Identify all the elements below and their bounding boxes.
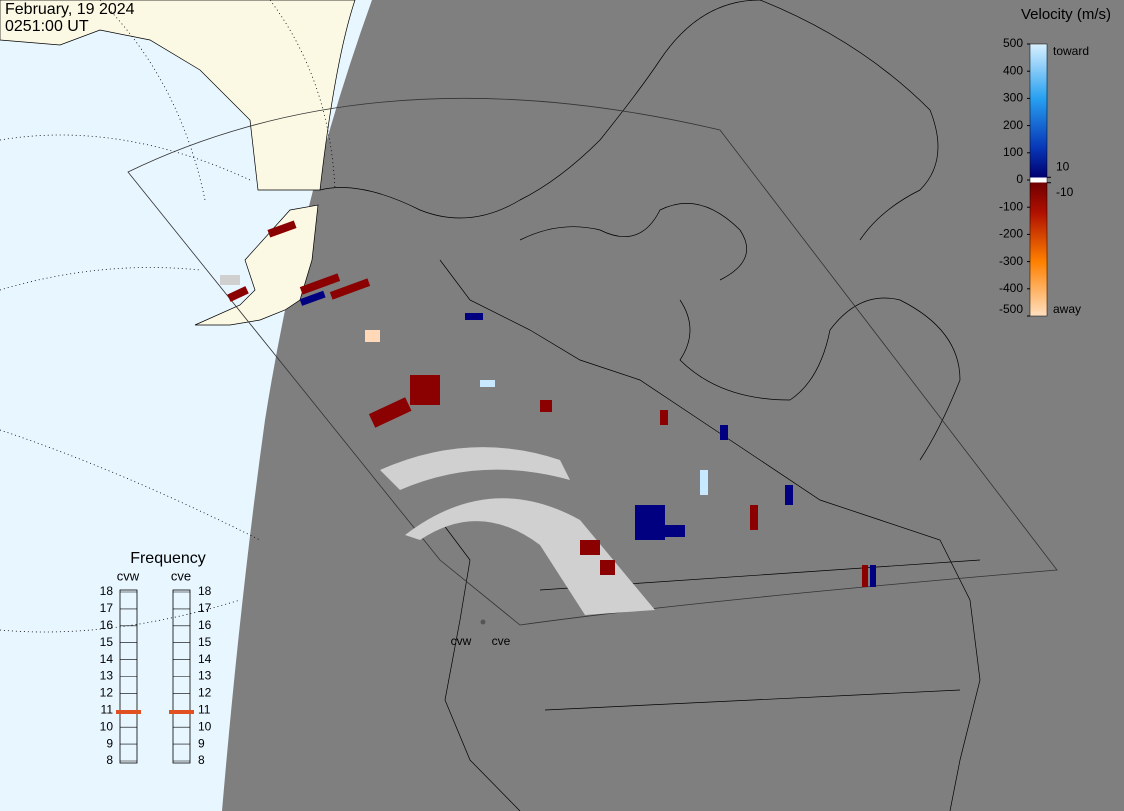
- colorbar-tick-label: -200: [999, 227, 1023, 241]
- frequency-tick-label: 13: [100, 669, 114, 683]
- colorbar-tick-label: 200: [1003, 118, 1023, 132]
- velocity-cells: [220, 220, 876, 615]
- day-side: [0, 0, 372, 811]
- colorbar-inner-label: 10: [1056, 159, 1070, 173]
- colorbar-tick-label: -400: [999, 281, 1023, 295]
- frequency-tick-label: 16: [100, 618, 114, 632]
- colorbar-tick-label: 300: [1003, 91, 1023, 105]
- frequency-tick-label: 12: [100, 686, 114, 700]
- frequency-tick-label: 18: [198, 584, 212, 598]
- colorbar-tick-label: 0: [1016, 172, 1023, 186]
- frequency-tick-label: 13: [198, 669, 212, 683]
- frequency-tick-label: 10: [100, 719, 114, 733]
- colorbar-inner-label: -10: [1056, 185, 1074, 199]
- frequency-tick-label: 12: [198, 686, 212, 700]
- colorbar-tick-label: -100: [999, 199, 1023, 213]
- colorbar-tick-label: -500: [999, 302, 1023, 316]
- frequency-tick-label: 14: [198, 652, 212, 666]
- frequency-tick-label: 16: [198, 618, 212, 632]
- frequency-tick-label: 14: [100, 652, 114, 666]
- frequency-tick-label: 10: [198, 719, 212, 733]
- date-label: February, 19 2024: [5, 1, 135, 18]
- frequency-tick-label: 9: [106, 736, 113, 750]
- colorbar: [1029, 43, 1048, 317]
- radar-label: cvw: [451, 634, 472, 648]
- frequency-tick-label: 15: [198, 635, 212, 649]
- frequency-tick-label: 15: [100, 635, 114, 649]
- frequency-tick-label: 18: [100, 584, 114, 598]
- frequency-tick-label: 11: [198, 702, 211, 716]
- frequency-radar-name: cve: [171, 568, 191, 583]
- frequency-tick-label: 8: [198, 753, 205, 767]
- frequency-radar-name: cvw: [117, 568, 140, 583]
- frequency-tick-label: 17: [100, 601, 114, 615]
- frequency-tick-label: 8: [106, 753, 113, 767]
- grid-lines: [0, 0, 336, 633]
- radar-label: cve: [492, 634, 511, 648]
- frequency-title: Frequency: [130, 550, 206, 567]
- land-alaska: [194, 204, 319, 326]
- colorbar-away: away: [1053, 302, 1081, 316]
- frequency-tick-label: 17: [198, 601, 212, 615]
- radar-site: [480, 619, 486, 625]
- colorbar-tick-label: 400: [1003, 63, 1023, 77]
- land-siberia: [0, 0, 356, 191]
- coastlines: [319, 0, 981, 811]
- frequency-tick-label: 9: [198, 736, 205, 750]
- colorbar-title: Velocity (m/s): [1021, 6, 1111, 23]
- colorbar-tick-label: 500: [1003, 36, 1023, 50]
- colorbar-tick-label: 100: [1003, 145, 1023, 159]
- frequency-tick-label: 11: [101, 702, 114, 716]
- colorbar-tick-label: -300: [999, 254, 1023, 268]
- colorbar-toward: toward: [1053, 44, 1089, 58]
- time-label: 0251:00 UT: [5, 18, 89, 35]
